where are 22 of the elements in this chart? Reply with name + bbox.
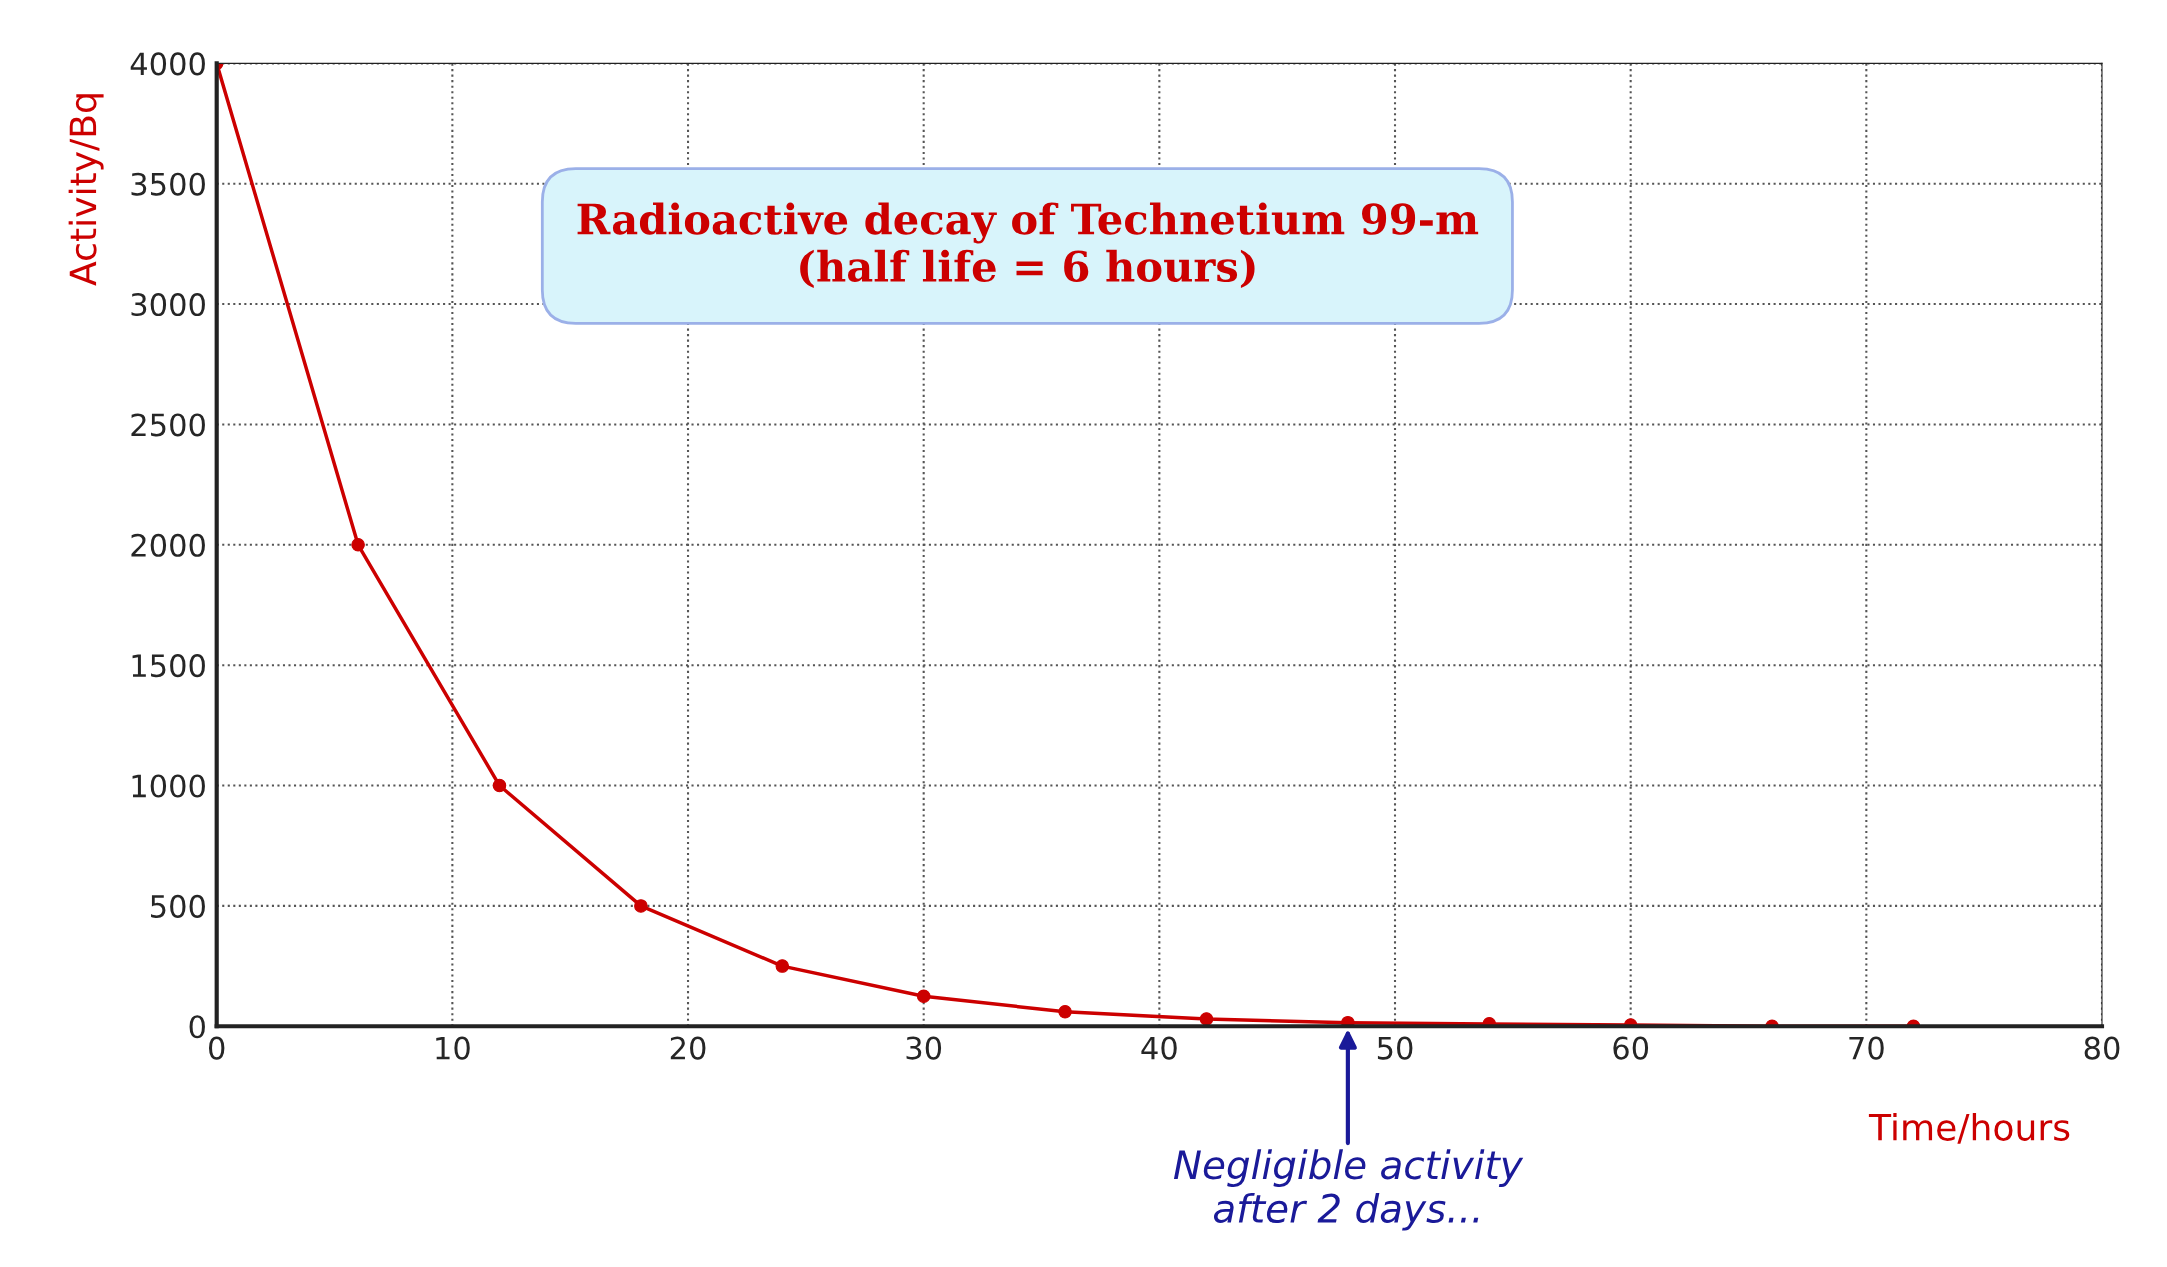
x-tick-label: 60 — [1613, 1036, 1649, 1060]
y-tick-label: 3000 — [131, 293, 205, 317]
y-tick-label: 2000 — [131, 533, 205, 557]
x-tick-label: 40 — [1141, 1036, 1177, 1060]
y-tick-label: 4000 — [130, 52, 205, 76]
y-tick-label: 500 — [151, 894, 205, 918]
y-tick-label: 1000 — [132, 774, 205, 798]
x-tick-label: 70 — [1849, 1036, 1884, 1060]
x-tick-label: 10 — [436, 1036, 470, 1060]
y-axis-title: Activity/Bq — [68, 94, 104, 286]
annotation: Negligible activity after 2 days... — [1173, 1149, 1524, 1231]
y-tick-label: 3500 — [131, 172, 205, 196]
x-tick-label: 20 — [670, 1036, 706, 1060]
x-axis-title: Time/hours — [1868, 1112, 2070, 1144]
x-tick-label: 30 — [906, 1036, 942, 1060]
y-tick-label: 2500 — [131, 413, 205, 437]
y-tick-label: 0 — [189, 1015, 205, 1039]
x-tick-label: 80 — [2084, 1036, 2120, 1060]
x-tick-label: 50 — [1377, 1036, 1413, 1060]
text: Radioactive decay of Technetium 99-m (half life = 6 hours) — [577, 202, 1479, 288]
y-tick-label: 1500 — [132, 654, 205, 678]
x-tick-label: 0 — [208, 1036, 225, 1060]
